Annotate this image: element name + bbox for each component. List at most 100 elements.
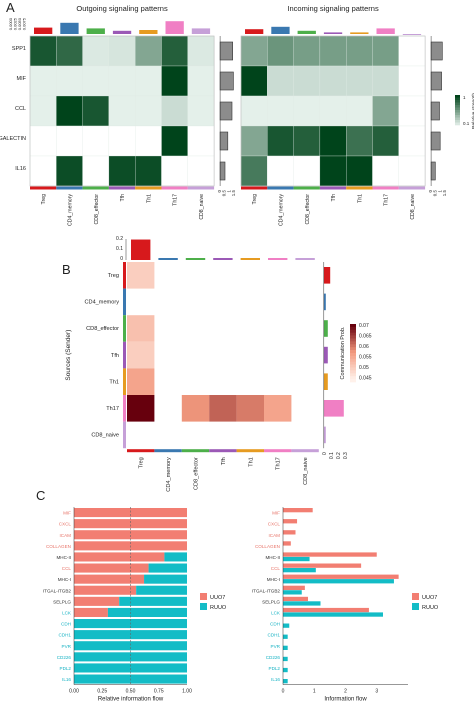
heatmap-border	[29, 35, 215, 187]
grouped-bar	[283, 634, 288, 639]
heatmap-cell	[398, 35, 426, 67]
heatmap-cell	[236, 395, 264, 422]
legend-gradient-step	[350, 353, 356, 357]
top-tick: 0.2	[116, 236, 123, 242]
row-color-strip	[123, 421, 126, 449]
category-label: MIF	[63, 511, 71, 516]
heatmap-cell	[82, 35, 110, 67]
legend-swatch	[412, 593, 419, 600]
heatmap-cell	[319, 35, 347, 67]
column-color-strip	[56, 186, 83, 190]
column-color-strip	[108, 186, 136, 190]
legend-gradient-step	[455, 115, 460, 118]
row-label: Th1	[109, 379, 119, 385]
stacked-bar-segment	[74, 563, 149, 573]
row-total-tick: 0.5	[433, 190, 438, 197]
heatmap-cell	[346, 125, 373, 157]
top-tick: 0.0050	[17, 17, 22, 30]
x-tick: 2	[344, 689, 347, 695]
legend-swatch	[200, 593, 207, 600]
grouped-bar	[283, 590, 302, 595]
row-total-bar	[219, 41, 234, 61]
row-color-strip	[123, 341, 126, 369]
top-bar	[295, 258, 315, 260]
legend-gradient-step	[455, 95, 460, 98]
legend-label: UUO7	[422, 595, 437, 601]
heatmap-cell	[346, 95, 373, 127]
grouped-bar	[283, 601, 321, 606]
category-label: CXCL	[59, 522, 72, 527]
legend-gradient-step	[455, 107, 460, 111]
grouped-bar	[283, 667, 288, 673]
column-label: Tfh	[120, 194, 126, 202]
legend-swatch	[200, 603, 207, 610]
heatmap-cell	[240, 125, 268, 157]
category-label: MHC-II	[265, 555, 280, 560]
legend-gradient-step	[350, 364, 356, 368]
column-color-strip	[267, 186, 294, 190]
grouped-bar	[283, 508, 313, 513]
heatmap-cell	[346, 35, 373, 67]
legend-gradient-step	[350, 347, 356, 351]
row-label: GALECTIN	[0, 136, 26, 142]
category-label: ICAM	[269, 533, 281, 538]
category-label: ICAM	[60, 533, 72, 538]
top-bar	[323, 32, 343, 34]
row-label: Treg	[108, 273, 119, 279]
heatmap-cell	[29, 155, 57, 187]
legend-gradient-step	[455, 105, 460, 108]
column-label: CD8_naive	[303, 457, 309, 485]
x-tick: 0.75	[154, 689, 164, 695]
category-label: CD226	[266, 655, 281, 660]
legend-gradient-step	[350, 326, 356, 331]
heatmap-cell	[240, 65, 268, 97]
category-label: CDH	[61, 622, 71, 627]
stacked-bar-segment	[107, 607, 187, 617]
heatmap-cell	[161, 125, 188, 157]
legend-gradient-step	[455, 102, 460, 106]
legend-gradient-step	[350, 376, 356, 380]
legend-gradient-step	[455, 122, 460, 126]
category-label: COLLAGEN	[255, 544, 280, 549]
stacked-bar-segment	[164, 552, 187, 562]
legend-gradient-step	[455, 112, 460, 116]
legend-tick: 0.07	[359, 323, 369, 329]
column-label: Th1	[248, 457, 254, 467]
stacked-bar-segment	[74, 508, 187, 518]
heatmap-cell	[135, 125, 162, 157]
column-label: Th1	[357, 194, 363, 203]
column-label: Tfh	[331, 194, 337, 202]
row-total-bar	[430, 71, 442, 91]
legend-gradient-step	[350, 370, 356, 374]
category-label: ITGAL-ITGB2	[43, 588, 72, 593]
heatmap-cell	[181, 395, 210, 422]
row-total-tick: 1	[437, 190, 442, 193]
category-label: CCL	[271, 566, 281, 571]
grouped-bar	[283, 596, 308, 602]
row-total-tick: 1.5	[442, 190, 447, 197]
legend-gradient-step	[350, 332, 356, 336]
heatmap-cell	[293, 155, 321, 187]
heatmap-cell	[372, 65, 399, 97]
top-bar	[185, 258, 206, 260]
category-label: PDL2	[269, 666, 281, 671]
right-bar	[323, 346, 328, 364]
heatmap-cell	[293, 35, 321, 67]
column-color-strip	[264, 449, 292, 453]
category-label: PDL2	[60, 666, 72, 671]
heatmap-cell	[319, 95, 347, 127]
heatmap-cell	[346, 155, 373, 187]
row-label: CCL	[15, 106, 26, 112]
top-bar	[165, 21, 184, 34]
grouped-bar	[283, 574, 399, 579]
heatmap-title: Outgoing signaling patterns	[76, 4, 168, 13]
column-color-strip	[236, 449, 264, 453]
heatmap-cell	[56, 155, 83, 187]
top-bar	[60, 22, 79, 34]
right-bar	[323, 373, 328, 390]
column-label: CD8_naive	[199, 194, 205, 220]
grouped-bar	[283, 612, 383, 617]
category-label: MHC-II	[56, 555, 71, 560]
row-total-tick: 1.5	[231, 190, 236, 197]
heatmap-title: Incoming signaling patterns	[287, 4, 379, 13]
